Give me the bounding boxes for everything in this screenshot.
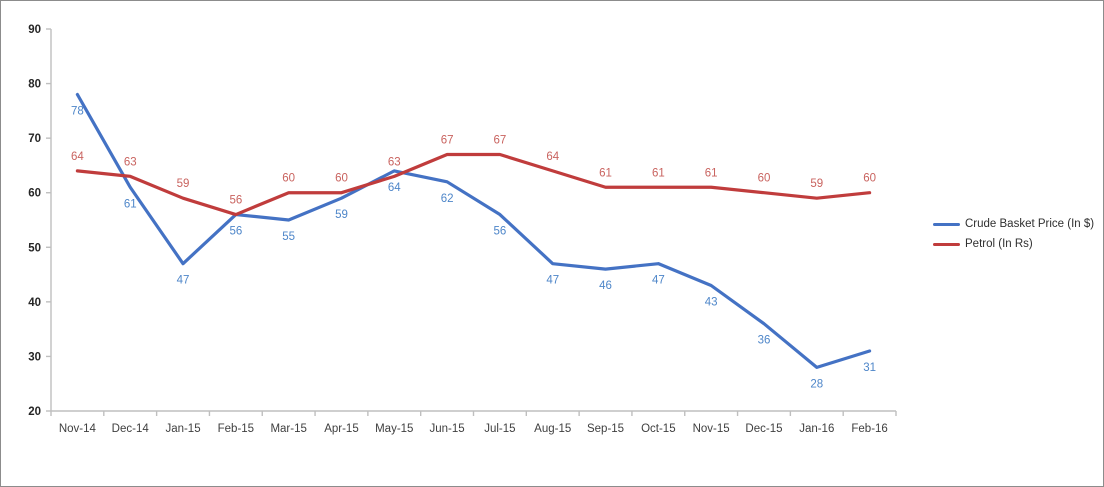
x-axis-category-label: Dec-14	[112, 423, 150, 435]
x-axis-category-label: Nov-14	[59, 423, 97, 435]
crude-basket-price-in-line	[75, 92, 872, 369]
y-axis-tick-label: 70	[28, 133, 41, 145]
crude-basket-price-in-data-label: 56	[229, 226, 242, 238]
petrol-in-rs-data-label: 61	[652, 167, 665, 179]
x-axis-category-label: Nov-15	[693, 423, 730, 435]
x-axis-category-label: Jan-15	[165, 423, 200, 435]
x-axis-category-label: Feb-16	[851, 423, 887, 435]
petrol-in-rs-data-label: 59	[177, 178, 190, 190]
petrol-in-rs-data-label: 60	[282, 173, 295, 185]
legend-label: Petrol (In Rs)	[965, 238, 1033, 250]
x-axis-category-label: Dec-15	[745, 423, 782, 435]
y-axis-tick-label: 40	[28, 297, 41, 309]
y-axis-tick-label: 80	[28, 79, 41, 91]
petrol-in-rs-data-label: 67	[441, 135, 454, 147]
x-axis-category-label: Apr-15	[324, 423, 359, 435]
petrol-in-rs-data-label: 61	[705, 167, 718, 179]
crude-basket-price-in-data-label: 64	[388, 182, 401, 194]
petrol-in-rs-data-label: 64	[71, 151, 84, 163]
x-axis-category-label: Jan-16	[799, 423, 834, 435]
petrol-in-rs-data-label: 61	[599, 167, 612, 179]
crude-basket-price-in-data-label: 62	[441, 193, 454, 205]
petrol-in-rs-line	[75, 152, 872, 217]
y-axis-tick-label: 30	[28, 351, 41, 363]
y-axis-tick-label: 60	[28, 188, 41, 200]
petrol-in-rs-data-label: 63	[124, 156, 137, 168]
crude-basket-price-in-data-label: 56	[494, 226, 507, 238]
legend-label: Crude Basket Price (In $)	[965, 218, 1095, 230]
crude-basket-price-in-data-label: 55	[282, 231, 295, 243]
x-axis-category-label: Jun-15	[430, 423, 465, 435]
legend-line-swatch	[933, 242, 960, 246]
petrol-in-rs-data-label: 56	[229, 195, 242, 207]
y-axis-tick-label: 90	[28, 24, 41, 36]
legend-line-swatch	[933, 222, 960, 226]
crude-basket-price-in-data-label: 43	[705, 296, 718, 308]
petrol-in-rs-data-label: 67	[494, 135, 507, 147]
legend-item-petrol-in-rs: Petrol (In Rs)	[933, 238, 1094, 250]
crude-basket-price-in-data-label: 47	[652, 275, 665, 287]
x-axis-category-label: Sep-15	[587, 423, 624, 435]
petrol-in-rs-data-label: 60	[863, 173, 876, 185]
y-axis-tick-label: 50	[28, 242, 41, 254]
petrol-in-rs-data-label: 64	[546, 151, 559, 163]
crude-basket-price-in-data-label: 47	[177, 275, 190, 287]
petrol-in-rs-data-label: 60	[335, 173, 348, 185]
petrol-in-rs-data-label: 60	[758, 173, 771, 185]
chart-legend: Crude Basket Price (In $) Petrol (In Rs)	[933, 218, 1094, 250]
petrol-in-rs-data-label: 63	[388, 156, 401, 168]
x-axis-category-label: Jul-15	[484, 423, 515, 435]
crude-basket-price-in-data-label: 31	[863, 362, 876, 374]
crude-basket-price-in-data-label: 28	[810, 378, 823, 390]
x-axis-category-label: Oct-15	[641, 423, 676, 435]
crude-basket-price-in-data-label: 36	[758, 335, 771, 347]
x-axis-category-label: May-15	[375, 423, 413, 435]
x-axis-category-label: Aug-15	[534, 423, 571, 435]
legend-item-crude-basket-price-in: Crude Basket Price (In $)	[933, 218, 1094, 230]
crude-basket-price-in-data-label: 46	[599, 280, 612, 292]
petrol-in-rs-data-label: 59	[810, 178, 823, 190]
x-axis-category-label: Feb-15	[218, 423, 254, 435]
crude-basket-price-in-data-label: 78	[71, 105, 84, 117]
crude-basket-price-in-data-label: 61	[124, 198, 137, 210]
crude-basket-price-in-data-label: 47	[546, 275, 559, 287]
x-axis-category-label: Mar-15	[270, 423, 306, 435]
crude-basket-price-in-data-label: 59	[335, 209, 348, 221]
y-axis-tick-label: 20	[28, 406, 41, 418]
